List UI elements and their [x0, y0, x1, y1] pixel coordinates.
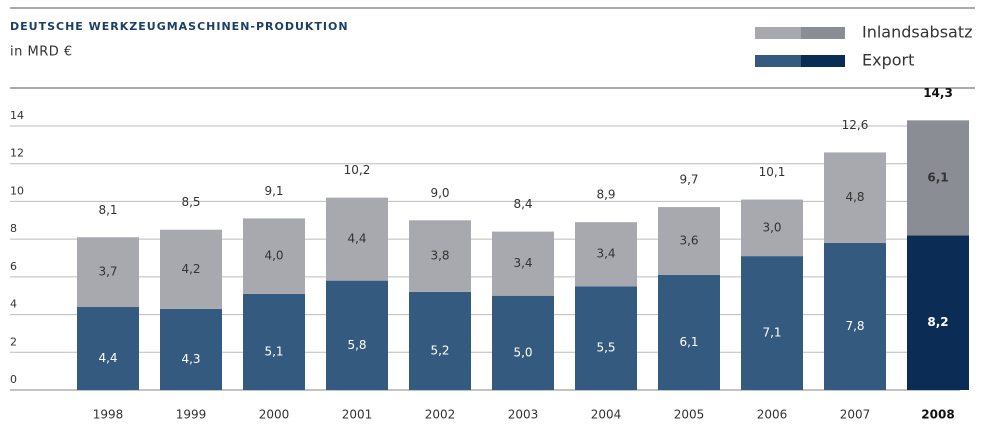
bar-segment: [907, 120, 969, 236]
y-tick-label: 2: [10, 335, 17, 348]
bar-segment: [575, 286, 637, 390]
y-tick-label: 10: [10, 184, 24, 197]
bar-segment: [741, 256, 803, 390]
data-label: 5,5: [596, 341, 615, 355]
bar-segment: [77, 307, 139, 390]
total-label: 14,3: [923, 86, 953, 100]
bar-segment: [907, 235, 969, 390]
y-tick-label: 0: [10, 373, 17, 386]
total-label: 8,4: [513, 197, 532, 211]
bar-segment: [658, 207, 720, 275]
chart-subtitle: in MRD €: [10, 45, 73, 60]
bar-segment: [824, 242, 886, 390]
bar-segment: [326, 197, 388, 281]
x-tick-label: 2005: [674, 408, 705, 422]
x-tick-label: 2002: [425, 408, 456, 422]
x-tick-label: 1999: [176, 408, 207, 422]
data-label: 3,6: [679, 234, 698, 248]
bar-segment: [658, 274, 720, 390]
total-label: 9,1: [264, 184, 283, 198]
y-tick-label: 14: [10, 109, 24, 122]
bar-segment: [243, 293, 305, 390]
x-tick-label: 1998: [93, 408, 124, 422]
legend-swatch: [801, 55, 845, 67]
legend-label: Inlandsabsatz: [862, 23, 973, 42]
x-tick-label: 2003: [508, 408, 539, 422]
total-label: 9,0: [430, 186, 449, 200]
legend-swatch: [755, 27, 801, 39]
data-label: 4,0: [264, 249, 283, 263]
data-label: 5,8: [347, 338, 366, 352]
x-tick-label: 2004: [591, 408, 622, 422]
data-label: 3,4: [596, 247, 615, 261]
data-label: 4,3: [181, 352, 200, 366]
data-label: 7,1: [762, 326, 781, 340]
y-tick-label: 4: [10, 298, 17, 311]
data-label: 7,8: [845, 319, 864, 333]
bar-segment: [492, 231, 554, 296]
total-label: 9,7: [679, 173, 698, 187]
total-label: 10,2: [344, 163, 371, 177]
data-label: 6,1: [679, 335, 698, 349]
data-label: 3,8: [430, 249, 449, 263]
total-label: 8,9: [596, 188, 615, 202]
legend-swatch: [801, 27, 845, 39]
data-label: 4,8: [845, 190, 864, 204]
bar-segment: [409, 220, 471, 292]
bar-segment: [824, 152, 886, 243]
x-tick-label: 2008: [921, 408, 954, 422]
y-tick-label: 8: [10, 222, 17, 235]
data-label: 4,2: [181, 262, 200, 276]
total-label: 8,5: [181, 195, 200, 209]
total-label: 12,6: [842, 118, 869, 132]
data-label: 5,1: [264, 344, 283, 358]
bar-segment: [409, 291, 471, 390]
data-label: 5,0: [513, 345, 532, 359]
bar-segment: [492, 295, 554, 390]
bar-segment: [243, 218, 305, 294]
y-tick-label: 12: [10, 147, 24, 160]
data-label: 5,2: [430, 343, 449, 357]
y-tick-label: 6: [10, 260, 17, 273]
data-label: 4,4: [347, 232, 366, 246]
data-label: 3,4: [513, 256, 532, 270]
data-label: 3,0: [762, 220, 781, 234]
data-label: 8,2: [927, 315, 948, 329]
x-tick-label: 2001: [342, 408, 373, 422]
legend-label: Export: [862, 51, 914, 70]
bar-segment: [160, 308, 222, 390]
data-label: 4,4: [98, 351, 117, 365]
data-label: 3,7: [98, 265, 117, 279]
legend-swatch: [755, 55, 801, 67]
bar-segment: [575, 222, 637, 287]
x-tick-label: 2000: [259, 408, 290, 422]
bar-segment: [741, 199, 803, 257]
bar-segment: [326, 280, 388, 390]
chart-title: DEUTSCHE WERKZEUGMASCHINEN-PRODUKTION: [10, 20, 349, 33]
data-label: 6,1: [927, 170, 948, 184]
bar-segment: [160, 229, 222, 309]
x-tick-label: 2006: [757, 408, 788, 422]
total-label: 8,1: [98, 203, 117, 217]
x-tick-label: 2007: [840, 408, 871, 422]
total-label: 10,1: [759, 165, 786, 179]
bar-segment: [77, 237, 139, 308]
